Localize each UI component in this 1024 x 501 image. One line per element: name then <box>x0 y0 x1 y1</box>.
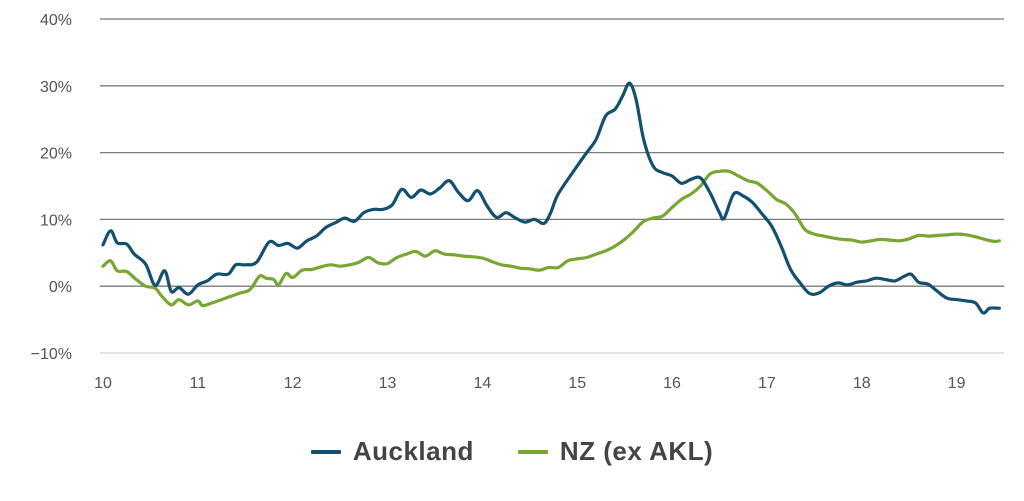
line-chart: 40% 30% 20% 10% 0% −10% 10 11 12 13 14 15 16 17 18 19 <box>31 12 1004 392</box>
legend-swatch-nz-ex-akl <box>517 449 548 454</box>
x-tick-label: 14 <box>473 375 491 392</box>
legend: Auckland NZ (ex AKL) <box>0 436 1024 467</box>
series-lines <box>101 81 1001 315</box>
y-tick-label: 0% <box>49 279 72 296</box>
x-tick-label: 16 <box>663 375 681 392</box>
gridlines <box>100 18 1004 354</box>
x-tick-label: 10 <box>94 375 112 392</box>
x-tick-label: 19 <box>948 375 966 392</box>
legend-label-auckland: Auckland <box>352 436 474 466</box>
x-tick-label: 12 <box>284 375 302 392</box>
y-tick-label: 20% <box>40 146 72 163</box>
legend-label-nz-ex-akl: NZ (ex AKL) <box>559 436 714 466</box>
legend-item-nz-ex-akl: NZ (ex AKL) <box>517 436 714 467</box>
x-tick-label: 15 <box>568 375 586 392</box>
legend-swatch-auckland <box>310 449 341 454</box>
x-tick-label: 11 <box>190 375 207 392</box>
x-tick-label: 18 <box>853 375 871 392</box>
legend-item-auckland: Auckland <box>310 436 474 467</box>
series-line-nz-ex-akl <box>101 169 1001 308</box>
y-tick-label: 30% <box>40 79 72 96</box>
series-line-auckland <box>101 81 1001 315</box>
y-axis-tick-labels: 40% 30% 20% 10% 0% −10% <box>31 12 72 363</box>
x-axis-tick-labels: 10 11 12 13 14 15 16 17 18 19 <box>94 375 965 392</box>
y-tick-label: −10% <box>31 346 72 363</box>
y-tick-label: 40% <box>40 12 72 29</box>
x-tick-label: 17 <box>758 375 776 392</box>
y-tick-label: 10% <box>40 212 72 229</box>
x-tick-label: 13 <box>379 375 397 392</box>
